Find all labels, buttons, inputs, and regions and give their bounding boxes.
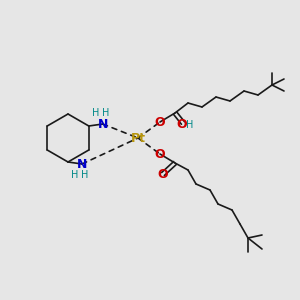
Text: N: N <box>77 158 87 170</box>
Text: N: N <box>98 118 108 130</box>
Text: H: H <box>71 170 79 180</box>
Text: H: H <box>186 120 194 130</box>
Text: H: H <box>92 108 100 118</box>
Text: O: O <box>158 167 168 181</box>
Text: O: O <box>155 148 165 160</box>
Text: O: O <box>177 118 187 130</box>
Text: Pt: Pt <box>130 131 146 145</box>
Text: H: H <box>102 108 110 118</box>
Text: O: O <box>155 116 165 128</box>
Text: H: H <box>81 170 89 180</box>
